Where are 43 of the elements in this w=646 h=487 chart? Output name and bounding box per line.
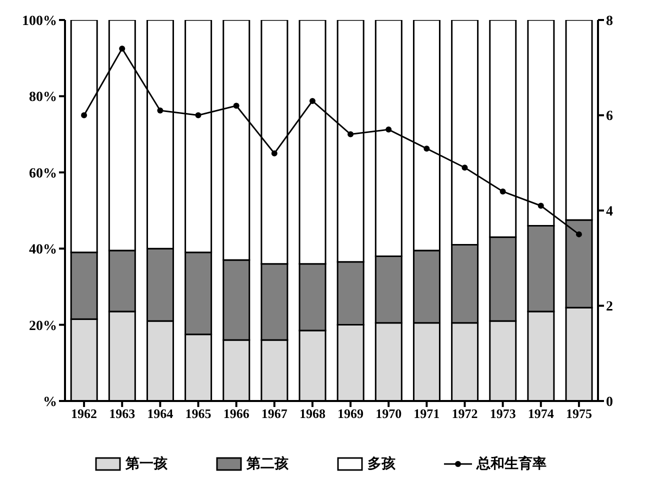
x-tick-label: 1965 [185,406,212,422]
x-tick-label: 1975 [566,406,592,422]
legend-label: 第二孩 [246,455,288,473]
point [157,107,164,114]
x-tick-label: 1964 [147,406,174,422]
y2-tick-label: 6 [606,109,613,124]
point [462,164,468,171]
y2-tick-label: 2 [606,300,613,315]
x-tick-label: 1966 [223,406,250,422]
point [119,46,126,52]
y2-tick-label: 4 [606,204,613,220]
x-tick-label: 1969 [338,406,364,422]
x-tick-label: 1967 [261,406,288,422]
x-tick-label: 1974 [528,406,554,422]
point [424,146,430,152]
x-tick-label: 1971 [414,406,440,422]
x-tick-label: 1970 [376,406,402,422]
x-tick-label: 1972 [452,406,478,422]
point [233,102,240,109]
legend-label: 第一孩 [126,455,168,473]
y-tick-label: 80% [29,90,57,106]
point [309,98,316,104]
y2-tick-label: 0 [606,394,613,410]
point [386,126,392,133]
x-tick-label: 1962 [71,406,98,422]
x-tick-label: 1968 [299,406,326,422]
y-tick-label: % [43,394,57,410]
y-tick-label: 20% [29,318,57,334]
point [195,112,202,118]
x-tick-label: 1973 [490,406,516,422]
y-tick-label: 40% [29,242,57,258]
point [500,188,506,194]
y-tick-label: 60% [29,166,57,182]
y-tick-label: 100% [22,14,57,29]
legend-label: 总和生育率 [476,455,546,473]
legend-label: 多孩 [368,455,396,473]
y2-tick-label: 8 [606,14,613,29]
point [348,131,354,138]
point [576,231,582,238]
point [538,202,544,209]
point [271,150,278,156]
x-tick-label: 1963 [109,406,136,422]
point [81,112,88,118]
